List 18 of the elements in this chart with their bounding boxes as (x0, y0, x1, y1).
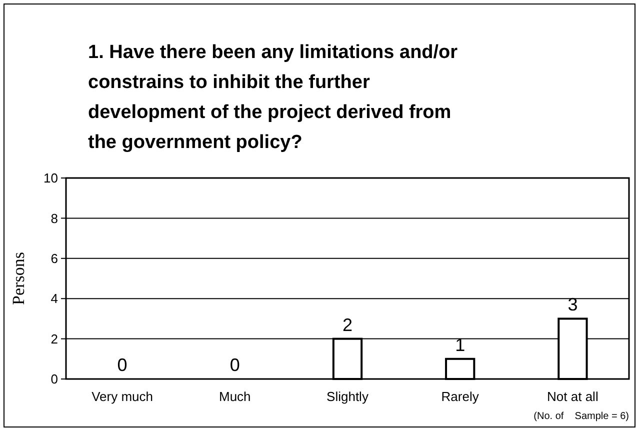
data-label: 2 (342, 314, 353, 335)
y-tick-label: 8 (50, 210, 58, 226)
y-tick-label: 4 (50, 291, 58, 306)
x-tick-label: Not at all (547, 389, 598, 404)
x-tick-label: Much (219, 389, 251, 404)
data-label: 0 (230, 355, 240, 375)
data-label: 0 (117, 355, 128, 375)
x-tick-label: Very much (92, 389, 154, 404)
y-tick-label: 6 (50, 250, 58, 266)
chart-title: 1. Have there been any limitations and/or constrains to inhibit the further development of the project derived from the government policy? (88, 42, 458, 153)
data-label: 1 (455, 334, 466, 355)
y-axis-title: Persons (9, 252, 28, 305)
x-tick-label: Slightly (326, 389, 369, 404)
y-tick-label: 10 (44, 170, 58, 186)
y-tick-label: 0 (50, 372, 58, 387)
x-tick-label: Rarely (441, 389, 480, 404)
text: (No. of Sample = 6) (534, 411, 629, 422)
y-tick-label: 2 (50, 331, 58, 346)
